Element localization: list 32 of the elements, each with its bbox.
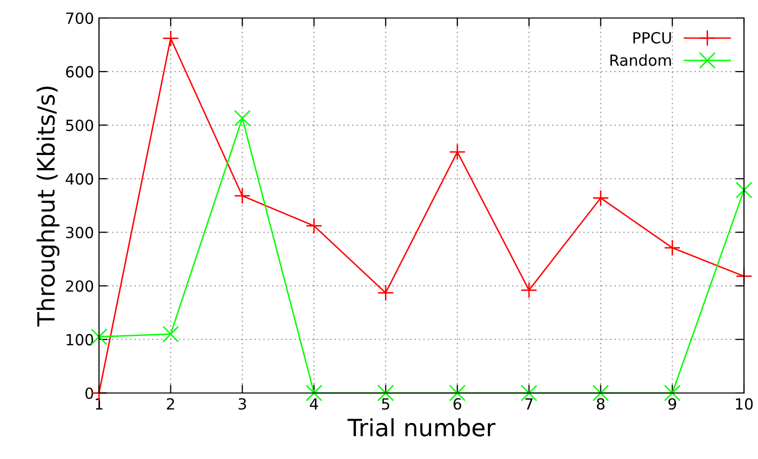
x-tick-label: 9: [668, 398, 676, 410]
point: [664, 239, 681, 256]
y-tick-label: 100: [66, 334, 94, 346]
x-tick-label: 10: [736, 398, 753, 410]
point: [592, 190, 609, 206]
point: [162, 326, 179, 342]
legend-label: PPCU: [633, 32, 671, 44]
point: [306, 218, 322, 234]
x-tick-label: 2: [166, 398, 174, 410]
point: [449, 144, 466, 160]
x-tick-label: 5: [382, 398, 390, 410]
x-tick-label: 6: [454, 398, 462, 410]
y-tick-label: 600: [66, 66, 94, 78]
legend-label: Random: [610, 54, 671, 66]
point: [520, 282, 538, 298]
y-tick-label: 500: [66, 120, 94, 132]
x-tick-label: 4: [310, 398, 318, 410]
y-tick-label: 300: [66, 226, 94, 238]
x-tick-label: 3: [238, 398, 246, 410]
point: [234, 188, 251, 204]
x-axis-title: Trial number: [347, 418, 496, 436]
y-tick-label: 0: [85, 387, 94, 400]
y-tick-label: 200: [66, 280, 94, 292]
point: [162, 30, 179, 47]
y-tick-label: 400: [66, 173, 94, 185]
y-axis-title: Throughput (Kbits/s): [36, 86, 60, 327]
point: [377, 284, 394, 302]
point: [736, 182, 752, 198]
x-tick-label: 7: [525, 398, 533, 410]
y-tick-label: 700: [66, 12, 94, 24]
point: [234, 110, 251, 127]
x-tick-label: 8: [596, 398, 604, 410]
